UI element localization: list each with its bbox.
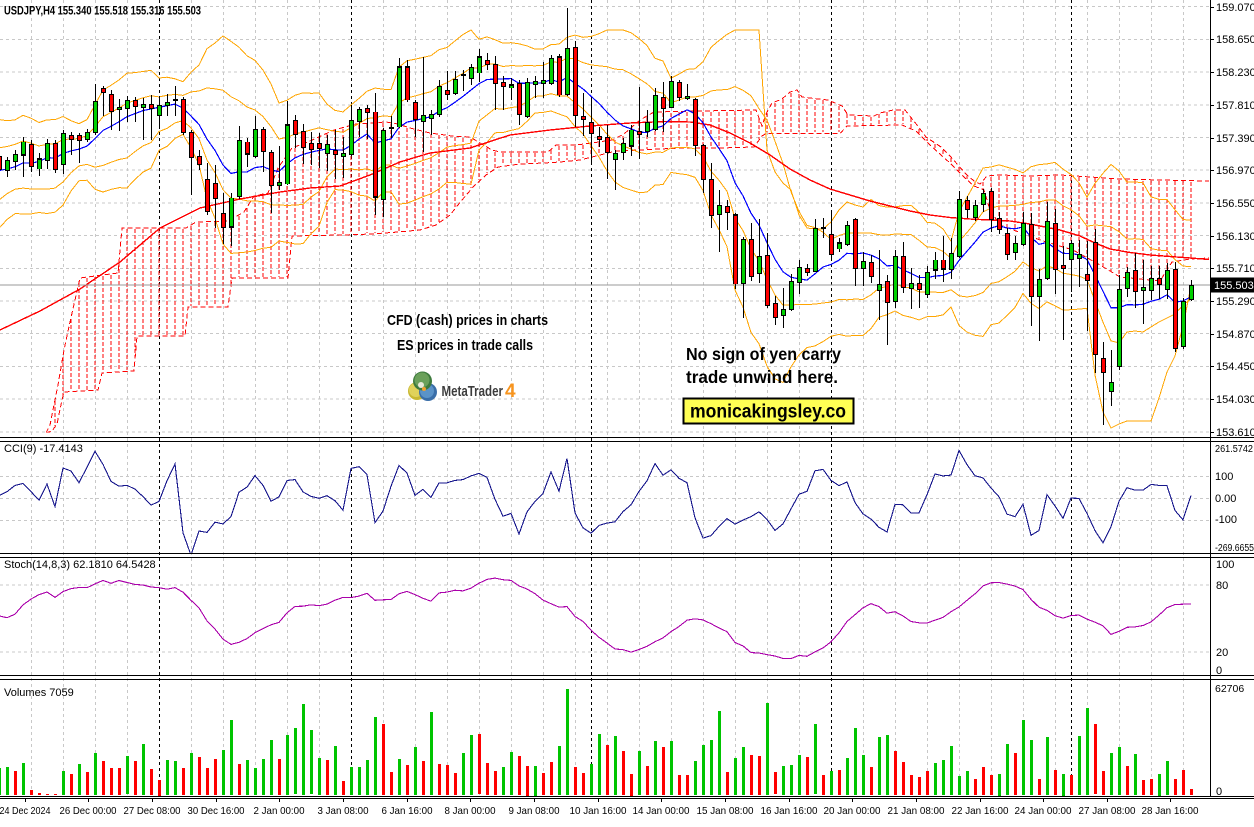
svg-text:156.550: 156.550 bbox=[1216, 198, 1254, 210]
svg-text:trade unwind here.: trade unwind here. bbox=[686, 367, 838, 387]
svg-text:0: 0 bbox=[1216, 665, 1222, 677]
svg-text:No sign of yen carry: No sign of yen carry bbox=[686, 344, 841, 364]
svg-text:158.650: 158.650 bbox=[1216, 34, 1254, 46]
svg-text:24 Jan 00:00: 24 Jan 00:00 bbox=[1015, 805, 1072, 817]
svg-text:24 Dec 2024: 24 Dec 2024 bbox=[0, 805, 51, 817]
svg-text:21 Jan 08:00: 21 Jan 08:00 bbox=[888, 805, 945, 817]
svg-text:157.390: 157.390 bbox=[1216, 133, 1254, 145]
svg-text:157.810: 157.810 bbox=[1216, 100, 1254, 112]
svg-text:-269.6655: -269.6655 bbox=[1215, 543, 1254, 554]
svg-text:6 Jan 16:00: 6 Jan 16:00 bbox=[382, 805, 433, 817]
svg-text:62706: 62706 bbox=[1215, 683, 1244, 695]
svg-text:20 Jan 00:00: 20 Jan 00:00 bbox=[824, 805, 881, 817]
svg-text:14 Jan 00:00: 14 Jan 00:00 bbox=[633, 805, 690, 817]
svg-text:155.503: 155.503 bbox=[1214, 280, 1254, 292]
svg-text:4: 4 bbox=[505, 381, 516, 402]
svg-text:15 Jan 08:00: 15 Jan 08:00 bbox=[697, 805, 754, 817]
svg-text:158.230: 158.230 bbox=[1216, 67, 1254, 79]
svg-text:155.710: 155.710 bbox=[1216, 263, 1254, 275]
svg-text:USDJPY,H4 155.340 155.518 155.: USDJPY,H4 155.340 155.518 155.316 155.50… bbox=[4, 6, 201, 18]
svg-text:154.030: 154.030 bbox=[1216, 394, 1254, 406]
svg-text:MetaTrader: MetaTrader bbox=[442, 383, 504, 400]
svg-text:80: 80 bbox=[1216, 580, 1228, 592]
svg-text:2 Jan 00:00: 2 Jan 00:00 bbox=[254, 805, 305, 817]
svg-text:10 Jan 16:00: 10 Jan 16:00 bbox=[570, 805, 627, 817]
svg-text:154.870: 154.870 bbox=[1216, 329, 1254, 341]
svg-text:20: 20 bbox=[1216, 647, 1228, 659]
svg-text:155.290: 155.290 bbox=[1216, 296, 1254, 308]
svg-text:Stoch(14,8,3) 62.1810 64.5428: Stoch(14,8,3) 62.1810 64.5428 bbox=[4, 559, 156, 571]
svg-text:100: 100 bbox=[1216, 559, 1234, 571]
svg-text:CFD (cash) prices in charts: CFD (cash) prices in charts bbox=[387, 312, 548, 329]
svg-text:156.970: 156.970 bbox=[1216, 165, 1254, 177]
svg-text:ES prices in trade calls: ES prices in trade calls bbox=[397, 337, 533, 354]
svg-text:261.5742: 261.5742 bbox=[1215, 444, 1253, 455]
svg-text:16 Jan 16:00: 16 Jan 16:00 bbox=[761, 805, 818, 817]
svg-text:30 Dec 16:00: 30 Dec 16:00 bbox=[188, 805, 245, 817]
svg-text:100: 100 bbox=[1215, 471, 1233, 483]
svg-text:154.450: 154.450 bbox=[1216, 361, 1254, 373]
svg-text:27 Jan 08:00: 27 Jan 08:00 bbox=[1079, 805, 1136, 817]
svg-text:27 Dec 08:00: 27 Dec 08:00 bbox=[124, 805, 181, 817]
svg-text:monicakingsley.co: monicakingsley.co bbox=[690, 402, 846, 423]
svg-text:CCI(9) -17.4143: CCI(9) -17.4143 bbox=[4, 443, 83, 455]
svg-text:3 Jan 08:00: 3 Jan 08:00 bbox=[318, 805, 369, 817]
svg-text:159.070: 159.070 bbox=[1216, 2, 1254, 14]
svg-text:156.130: 156.130 bbox=[1216, 231, 1254, 243]
svg-text:Volumes 7059: Volumes 7059 bbox=[4, 687, 74, 699]
svg-text:0.00: 0.00 bbox=[1215, 493, 1236, 505]
svg-text:28 Jan 16:00: 28 Jan 16:00 bbox=[1142, 805, 1199, 817]
svg-text:22 Jan 16:00: 22 Jan 16:00 bbox=[952, 805, 1009, 817]
svg-text:9 Jan 08:00: 9 Jan 08:00 bbox=[509, 805, 560, 817]
svg-text:26 Dec 00:00: 26 Dec 00:00 bbox=[60, 805, 117, 817]
svg-text:0: 0 bbox=[1216, 786, 1222, 798]
svg-text:153.610: 153.610 bbox=[1216, 427, 1254, 439]
svg-text:-100: -100 bbox=[1215, 514, 1237, 526]
svg-text:8 Jan 00:00: 8 Jan 00:00 bbox=[445, 805, 496, 817]
